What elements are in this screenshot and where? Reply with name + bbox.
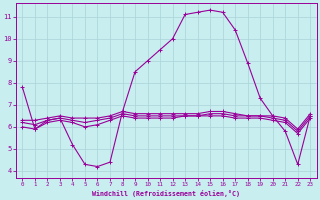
X-axis label: Windchill (Refroidissement éolien,°C): Windchill (Refroidissement éolien,°C): [92, 190, 240, 197]
